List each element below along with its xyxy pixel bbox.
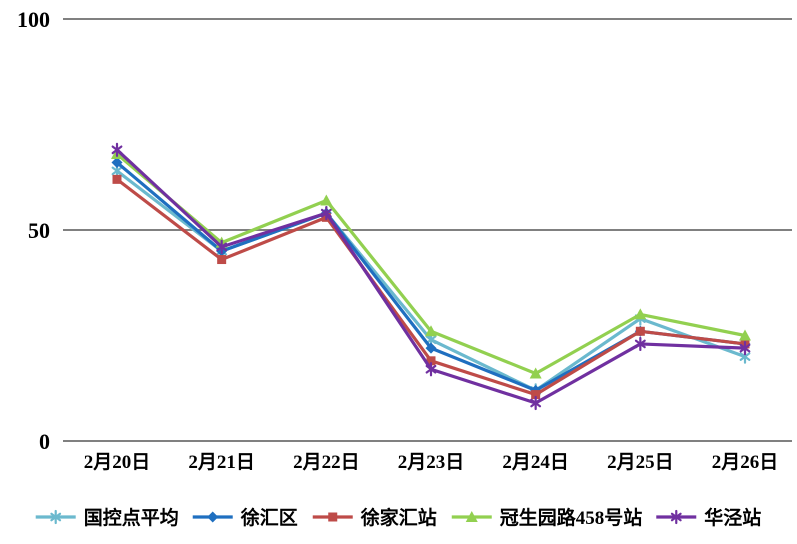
asterisk-marker-icon	[425, 362, 437, 377]
x-tick-label: 2月25日	[607, 452, 674, 473]
x-tick-label: 2月21日	[188, 452, 255, 473]
diamond-marker-icon	[425, 342, 437, 354]
triangle-marker-icon	[425, 325, 437, 337]
triangle-marker-icon	[634, 308, 647, 320]
legend-label: 国控点平均	[84, 506, 179, 529]
triangle-marker-icon	[739, 329, 751, 341]
y-tick-label: 0	[39, 429, 50, 454]
legend-label: 徐汇区	[240, 506, 298, 529]
x-tick-label: 2月23日	[398, 452, 465, 473]
square-marker-icon	[217, 255, 227, 265]
y-tick-label: 100	[17, 7, 50, 32]
legend-item-0: 国控点平均	[35, 506, 179, 529]
legend-label: 华泾站	[704, 506, 761, 529]
y-tick-label: 50	[28, 218, 50, 243]
x-tick-label: 2月20日	[84, 452, 151, 473]
legend-item-2: 徐家汇站	[312, 506, 437, 529]
triangle-marker-icon	[529, 367, 542, 379]
legend-label: 冠生园路458号站	[500, 506, 643, 529]
asterisk-marker-icon	[111, 142, 123, 157]
square-marker-icon	[112, 174, 122, 184]
asterisk-marker-icon	[634, 336, 646, 352]
legend-label: 徐家汇站	[360, 506, 437, 529]
series-4	[111, 142, 751, 411]
legend-item-1: 徐汇区	[192, 506, 298, 529]
square-marker-icon	[426, 356, 436, 366]
diamond-marker-icon	[111, 156, 123, 168]
triangle-marker-icon	[465, 511, 478, 522]
diamond-marker-icon	[207, 511, 219, 523]
legend: 国控点平均 徐汇区 徐家汇站 冠生园路458号站 华泾站	[35, 506, 761, 529]
square-marker-icon	[531, 390, 541, 400]
x-tick-label: 2月24日	[502, 452, 569, 473]
square-marker-icon	[328, 512, 338, 522]
series-line	[115, 160, 747, 392]
triangle-marker-icon	[320, 194, 333, 206]
x-tick-label: 2月22日	[293, 452, 360, 473]
asterisk-marker-icon	[320, 206, 332, 221]
asterisk-marker-icon	[216, 239, 228, 254]
x-tick-label: 2月26日	[712, 452, 779, 473]
asterisk-marker-icon	[50, 509, 62, 525]
asterisk-marker-icon	[530, 395, 542, 411]
square-marker-icon	[635, 326, 645, 336]
asterisk-marker-icon	[670, 509, 682, 525]
legend-item-3: 冠生园路458号站	[451, 506, 643, 529]
asterisk-marker-icon	[739, 341, 751, 356]
legend-item-4: 华泾站	[656, 506, 761, 529]
